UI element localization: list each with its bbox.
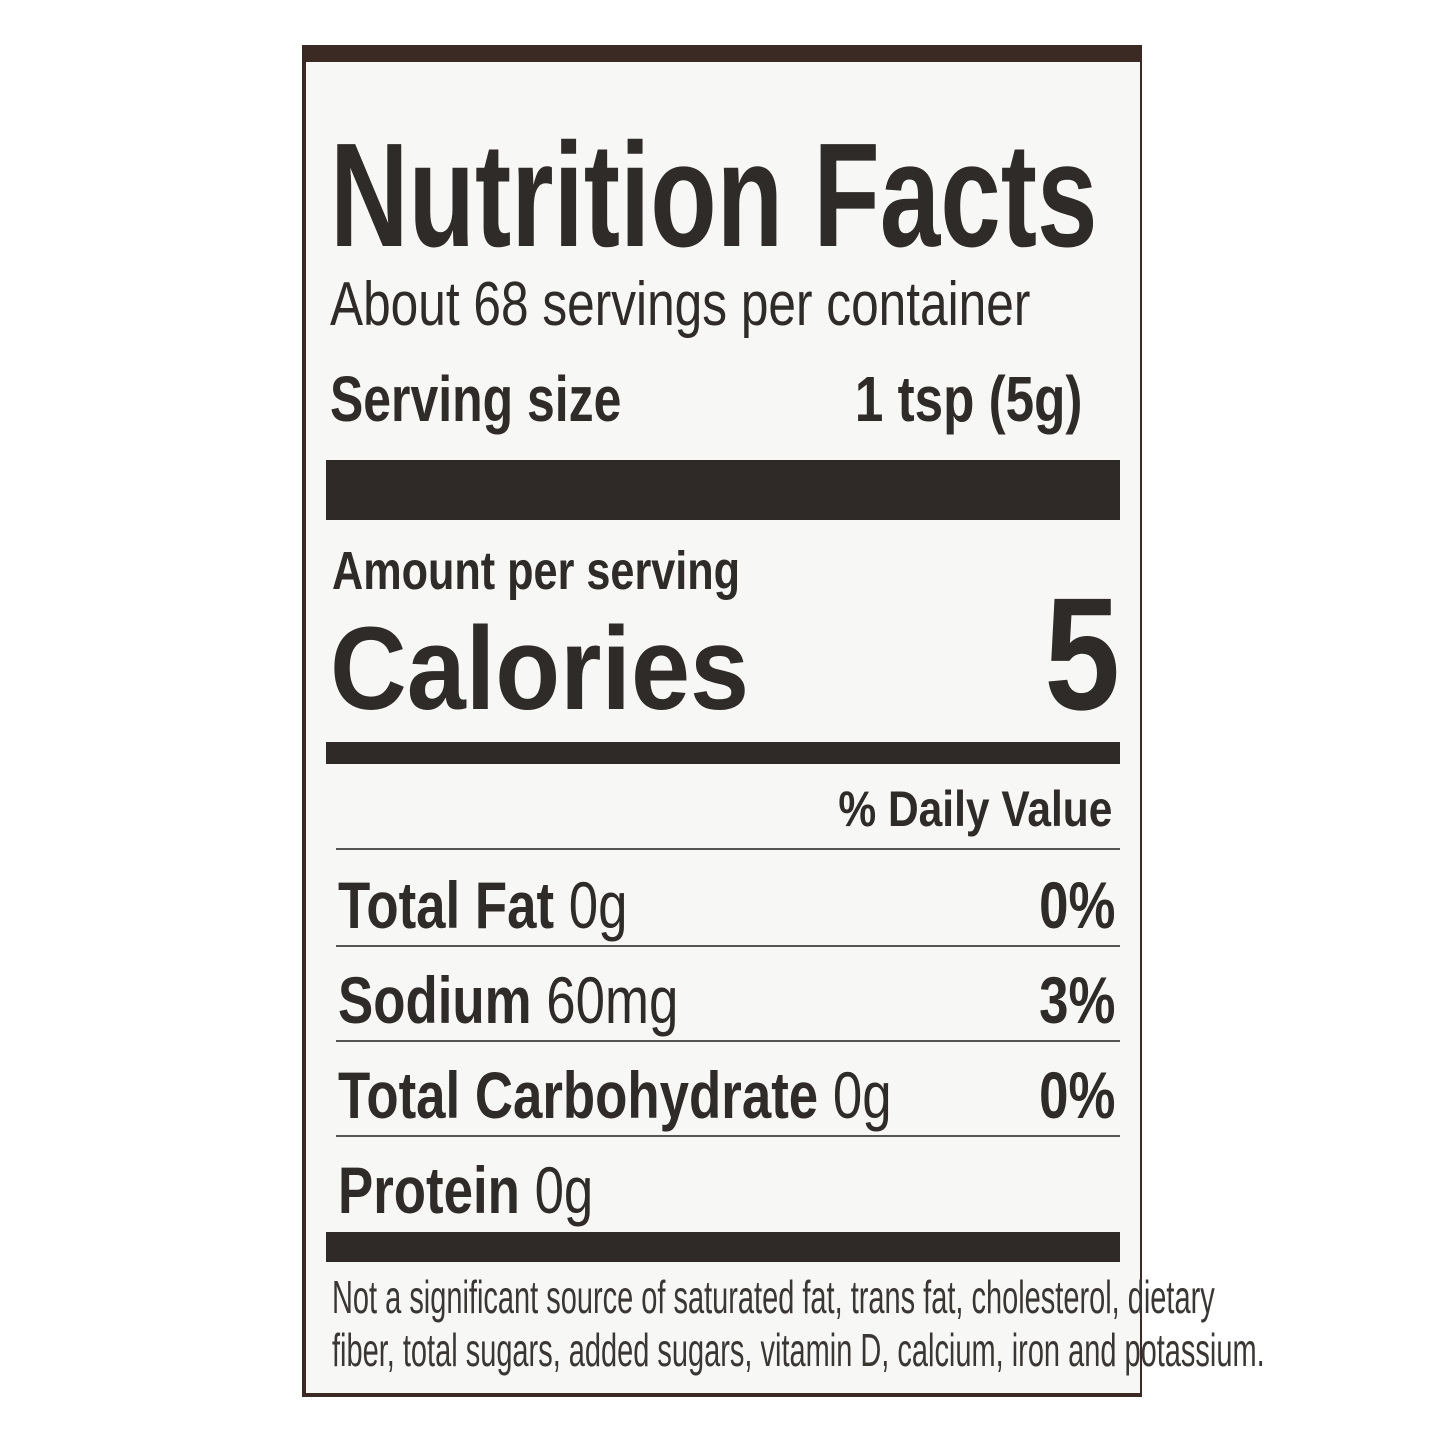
amount-per-serving: Amount per serving <box>332 541 741 601</box>
footnote-line-2: fiber, total sugars, added sugars, vitam… <box>332 1324 1265 1376</box>
nutrient-amount: 60mg <box>546 963 679 1037</box>
divider <box>336 1135 1120 1137</box>
label-panel: Nutrition Facts About 68 servings per co… <box>306 62 1265 1393</box>
nutrition-label: Nutrition Facts About 68 servings per co… <box>302 45 1265 1397</box>
title: Nutrition Facts <box>330 113 1098 278</box>
nutrient-name: Total Carbohydrate <box>338 1058 819 1132</box>
daily-value-header: % Daily Value <box>837 781 1112 837</box>
divider <box>336 848 1120 850</box>
nutrient-row-total-carbohydrate: Total Carbohydrate 0g <box>338 1062 892 1128</box>
calories-value: 5 <box>1044 564 1120 743</box>
nutrient-amount: 0g <box>534 1153 594 1227</box>
nutrient-amount: 0g <box>568 868 628 942</box>
serving-size-value: 1 tsp (5g) <box>854 363 1082 435</box>
nutrient-name: Protein <box>338 1153 520 1227</box>
nutrient-row-total-fat: Total Fat 0g <box>338 872 627 938</box>
nutrient-row-protein: Protein 0g <box>338 1157 593 1223</box>
nutrient-amount: 0g <box>832 1058 892 1132</box>
nutrient-dv: 0% <box>1038 868 1115 942</box>
servings-per-container: About 68 servings per container <box>330 270 1031 339</box>
divider <box>336 1040 1120 1042</box>
nutrient-name: Total Fat <box>338 868 555 942</box>
calories-label: Calories <box>330 603 750 735</box>
divider <box>336 945 1120 947</box>
serving-size-label: Serving size <box>330 363 622 435</box>
thick-divider <box>326 460 1120 520</box>
nutrient-dv: 0% <box>1038 1058 1115 1132</box>
medium-divider <box>326 742 1120 764</box>
nutrient-row-sodium: Sodium 60mg <box>338 967 678 1033</box>
thick-divider <box>326 1232 1120 1262</box>
footnote-line-1: Not a significant source of saturated fa… <box>332 1271 1215 1323</box>
nutrient-dv: 3% <box>1038 963 1115 1037</box>
nutrient-name: Sodium <box>338 963 532 1037</box>
